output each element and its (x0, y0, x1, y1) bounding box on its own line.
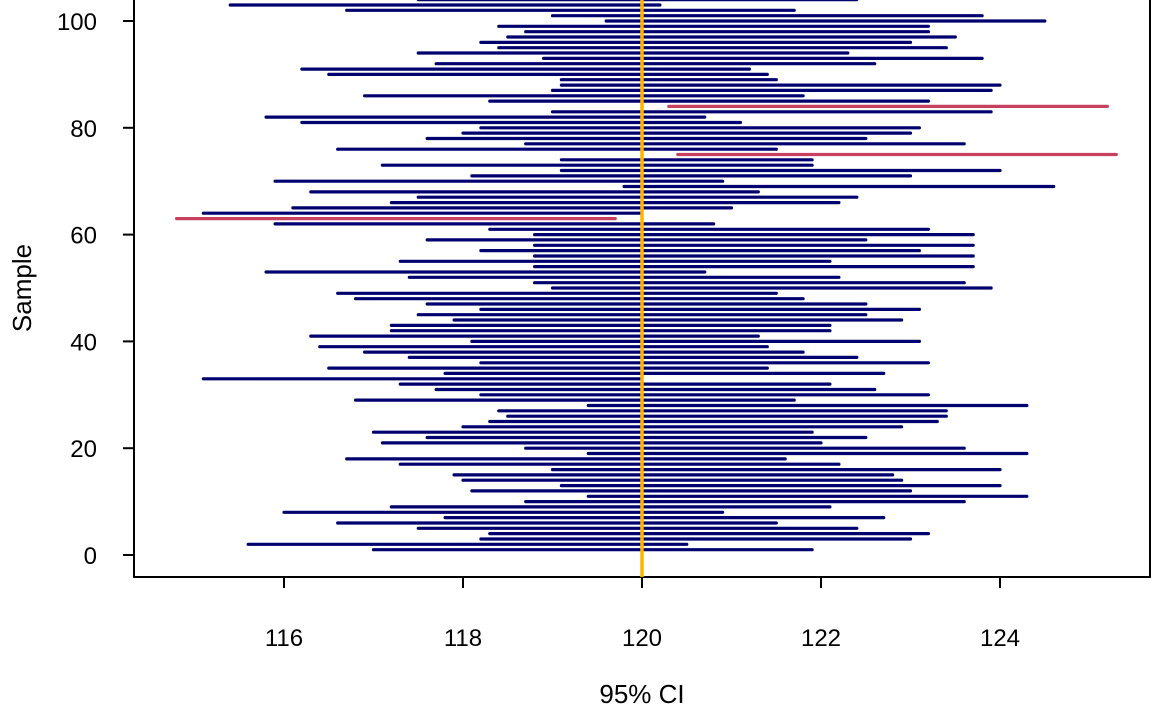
x-axis-title: 95% CI (599, 679, 684, 709)
y-tick-label: 60 (70, 223, 97, 250)
x-tick-label: 118 (444, 625, 482, 652)
x-tick-label: 120 (622, 625, 662, 652)
y-tick-label: 100 (57, 9, 97, 36)
interval-lines (175, 0, 1118, 552)
x-tick-label: 122 (801, 625, 841, 652)
x-tick-label: 124 (980, 625, 1020, 652)
y-tick-label: 20 (70, 436, 97, 463)
y-tick-label: 80 (70, 116, 97, 143)
y-tick-label: 0 (84, 543, 97, 570)
y-axis: 0 20 40 60 80 100 (57, 9, 134, 570)
y-axis-title: Sample (7, 244, 37, 332)
x-tick-label: 116 (265, 625, 303, 652)
x-axis: 116 118 120 122 124 (265, 577, 1020, 652)
y-tick-label: 40 (70, 329, 97, 356)
